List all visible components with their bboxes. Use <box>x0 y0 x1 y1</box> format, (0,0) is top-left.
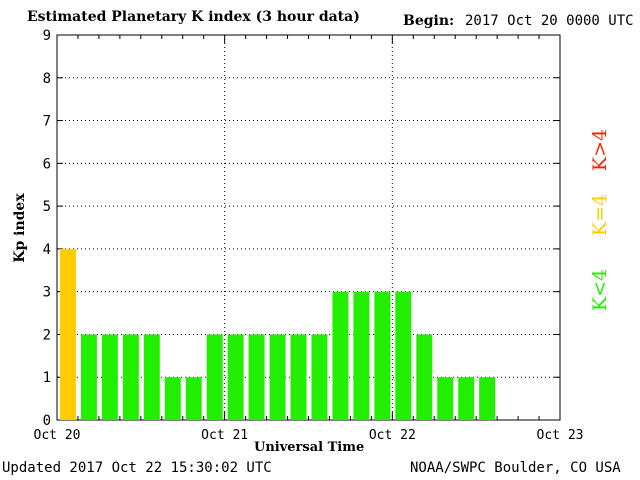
x-tick-label: Oct 22 <box>369 428 416 443</box>
x-tick-label: Oct 21 <box>201 428 248 443</box>
legend-k-greater-than-4: K>4 <box>589 128 611 172</box>
kp-bar <box>479 377 496 420</box>
kp-bar <box>437 377 454 420</box>
kp-bar <box>101 334 118 420</box>
x-tick-label: Oct 20 <box>34 428 81 443</box>
kp-bar <box>311 334 328 420</box>
kp-bar <box>332 291 349 420</box>
kp-bar <box>60 248 76 420</box>
y-tick-label: 0 <box>43 413 51 429</box>
kp-bar <box>164 377 181 420</box>
kp-bar <box>395 291 412 420</box>
source-credit: NOAA/SWPC Boulder, CO USA <box>410 460 621 476</box>
y-tick-label: 4 <box>43 242 51 258</box>
legend-k-equals-4: K=4 <box>589 193 611 237</box>
kp-bar <box>416 334 433 420</box>
y-tick-label: 6 <box>43 156 51 172</box>
kp-bar <box>80 334 97 420</box>
kp-bar <box>458 377 475 420</box>
kp-bar <box>122 334 139 420</box>
chart-title: Estimated Planetary K index (3 hour data… <box>27 9 360 25</box>
x-axis-label: Universal Time <box>254 440 365 455</box>
x-tick-label: Oct 23 <box>537 428 584 443</box>
begin-value: 2017 Oct 20 0000 UTC <box>465 13 634 29</box>
y-tick-label: 1 <box>43 370 51 386</box>
y-tick-label: 3 <box>43 285 51 301</box>
kp-bar <box>374 291 391 420</box>
y-tick-label: 5 <box>43 199 51 215</box>
legend-k-less-than-4: K<4 <box>589 268 611 312</box>
kp-bar <box>248 334 265 420</box>
kp-bar <box>269 334 286 420</box>
kp-bar <box>143 334 160 420</box>
y-tick-label: 2 <box>43 327 51 343</box>
kp-bar <box>227 334 244 420</box>
begin-label: Begin: <box>403 13 455 29</box>
kp-bar <box>206 334 223 420</box>
y-tick-label: 7 <box>43 114 51 130</box>
updated-timestamp: Updated 2017 Oct 22 15:30:02 UTC <box>2 460 272 476</box>
kp-bar <box>290 334 307 420</box>
y-tick-label: 9 <box>43 28 51 44</box>
y-tick-label: 8 <box>43 71 51 87</box>
kp-bar <box>353 291 370 420</box>
kp-bar <box>185 377 202 420</box>
